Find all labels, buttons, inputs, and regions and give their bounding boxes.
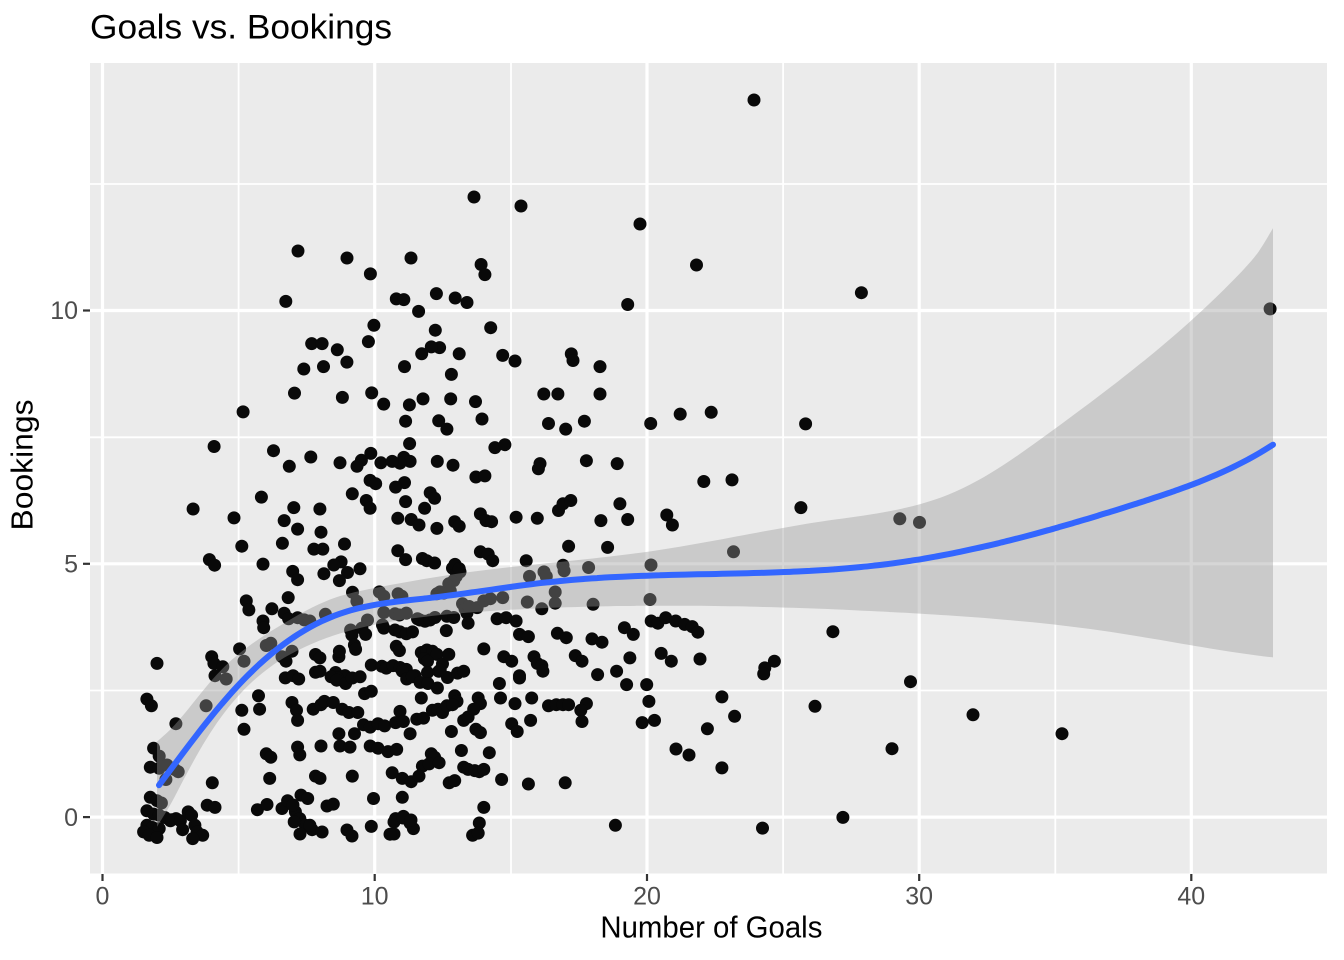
svg-text:40: 40 [1177,883,1205,911]
svg-text:10: 10 [50,297,78,325]
svg-text:Bookings: Bookings [4,400,39,531]
svg-text:30: 30 [905,883,933,911]
svg-text:0: 0 [96,883,110,911]
svg-text:10: 10 [361,883,389,911]
svg-text:Number of Goals: Number of Goals [600,910,822,945]
svg-text:5: 5 [64,551,78,579]
svg-text:0: 0 [64,804,78,832]
svg-text:20: 20 [633,883,661,911]
svg-text:Goals vs. Bookings: Goals vs. Bookings [90,8,392,46]
